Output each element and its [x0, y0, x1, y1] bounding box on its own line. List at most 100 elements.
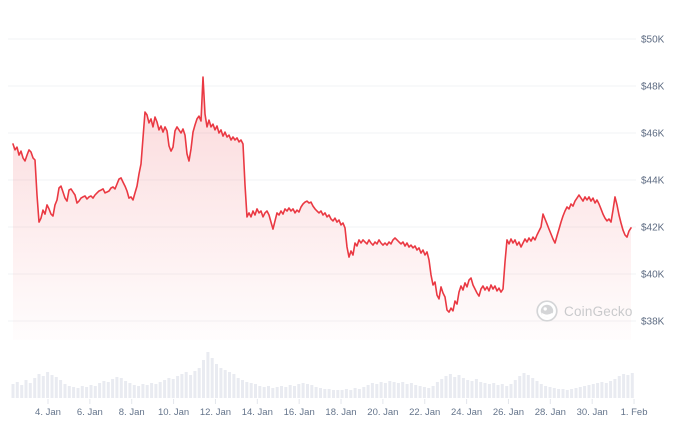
volume-bar [522, 373, 526, 398]
volume-bar [124, 381, 128, 398]
volume-bar [46, 372, 50, 398]
volume-bar [150, 383, 154, 398]
volume-bar [431, 386, 435, 398]
volume-bar [474, 379, 478, 398]
volume-bar [275, 387, 279, 398]
volume-bar [262, 387, 266, 398]
volume-bar [362, 387, 366, 398]
volume-bar [539, 384, 543, 398]
volume-bar [353, 388, 357, 398]
volume-bar [409, 383, 413, 398]
volume-bar [483, 383, 487, 398]
volume-bar [578, 387, 582, 398]
volume-bar [427, 388, 431, 398]
volume-bar [626, 375, 630, 398]
volume-bar [630, 373, 634, 398]
volume-bar [167, 378, 171, 398]
x-axis-label: 4. Jan [35, 407, 61, 418]
volume-bars [11, 352, 634, 398]
volume-bar [228, 372, 231, 398]
volume-bar [193, 371, 197, 398]
volume-bar [323, 389, 327, 398]
volume-bar [492, 383, 496, 398]
volume-bar [535, 381, 539, 398]
volume-bar [401, 382, 405, 398]
x-axis-label: 22. Jan [409, 407, 440, 418]
volume-bar [435, 382, 439, 398]
volume-bar [414, 385, 418, 398]
volume-bar [102, 381, 106, 398]
volume-bar [72, 387, 76, 398]
volume-bar [176, 376, 180, 398]
volume-bar [232, 374, 236, 398]
y-axis-labels: $50K $48K $46K $44K $42K $40K $38K [641, 35, 665, 328]
volume-bar [319, 388, 322, 398]
volume-bar [119, 378, 123, 398]
volume-bar [80, 386, 84, 398]
volume-bar [210, 358, 214, 398]
volume-bar [570, 389, 574, 398]
volume-bar [470, 381, 474, 398]
volume-bar [383, 383, 387, 398]
volume-bar [613, 379, 617, 398]
volume-bar [98, 383, 102, 398]
x-axis-label: 30. Jan [577, 407, 608, 418]
volume-bar [466, 380, 470, 398]
volume-bar [215, 364, 218, 398]
volume-bar [37, 374, 41, 398]
volume-bar [89, 385, 93, 398]
volume-bar [189, 375, 193, 398]
volume-bar [241, 380, 244, 398]
volume-bar [271, 388, 275, 398]
volume-bar [509, 384, 513, 398]
volume-bar [457, 375, 461, 398]
volume-bar [115, 377, 119, 398]
volume-bar [366, 385, 370, 398]
volume-bar [137, 386, 141, 398]
volume-bar [15, 382, 19, 398]
x-axis-label: 14. Jan [242, 407, 273, 418]
watermark-label: CoinGecko [564, 303, 633, 319]
volume-bar [453, 377, 457, 398]
volume-bar [141, 384, 145, 398]
x-axis-label: 10. Jan [158, 407, 189, 418]
volume-bar [301, 383, 305, 398]
y-axis-label: $42K [641, 223, 665, 234]
volume-bar [344, 389, 348, 398]
gecko-icon [536, 300, 558, 322]
y-axis-label: $38K [641, 317, 665, 328]
volume-bar [487, 384, 491, 398]
volume-bar [128, 383, 132, 398]
volume-bar [236, 378, 240, 398]
x-axis-label: 18. Jan [325, 407, 356, 418]
volume-bar [280, 386, 283, 398]
volume-bar [33, 378, 37, 398]
volume-bar [67, 386, 71, 398]
volume-bar [349, 390, 353, 398]
x-axis-label: 26. Jan [493, 407, 524, 418]
volume-bar [59, 380, 63, 398]
volume-bar [132, 385, 136, 398]
volume-bar [267, 386, 270, 398]
volume-bar [418, 386, 422, 398]
volume-bar [596, 383, 600, 398]
x-axis-label: 6. Jan [77, 407, 103, 418]
volume-bar [154, 384, 158, 398]
volume-bar [561, 389, 565, 398]
volume-bar [249, 383, 253, 398]
volume-bar [479, 382, 483, 398]
volume-bar [245, 382, 249, 398]
volume-bar [314, 387, 318, 398]
volume-bar [357, 389, 361, 398]
volume-bar [336, 390, 340, 398]
volume-bar [93, 386, 97, 398]
volume-bar [609, 381, 613, 398]
volume-bar [111, 379, 115, 398]
volume-bar [396, 383, 400, 398]
volume-bar [202, 360, 205, 398]
volume-bar [587, 385, 591, 398]
volume-bar [85, 387, 89, 398]
volume-bar [163, 380, 167, 398]
volume-bar [340, 390, 344, 398]
